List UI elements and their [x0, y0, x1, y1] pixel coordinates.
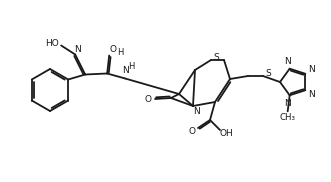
Text: HO: HO	[45, 39, 59, 48]
Text: N: N	[308, 90, 315, 99]
Text: S: S	[213, 52, 219, 62]
Text: N: N	[308, 65, 315, 74]
Text: H: H	[128, 62, 134, 71]
Text: OH: OH	[219, 130, 233, 139]
Text: O: O	[145, 94, 152, 104]
Text: N: N	[284, 57, 291, 66]
Text: CH₃: CH₃	[280, 113, 296, 122]
Text: O: O	[188, 128, 196, 136]
Text: N: N	[194, 108, 200, 116]
Text: N: N	[284, 99, 291, 108]
Text: O: O	[110, 45, 117, 54]
Text: N: N	[122, 66, 128, 75]
Text: N: N	[74, 45, 80, 54]
Text: H: H	[117, 48, 123, 57]
Text: S: S	[265, 70, 271, 78]
